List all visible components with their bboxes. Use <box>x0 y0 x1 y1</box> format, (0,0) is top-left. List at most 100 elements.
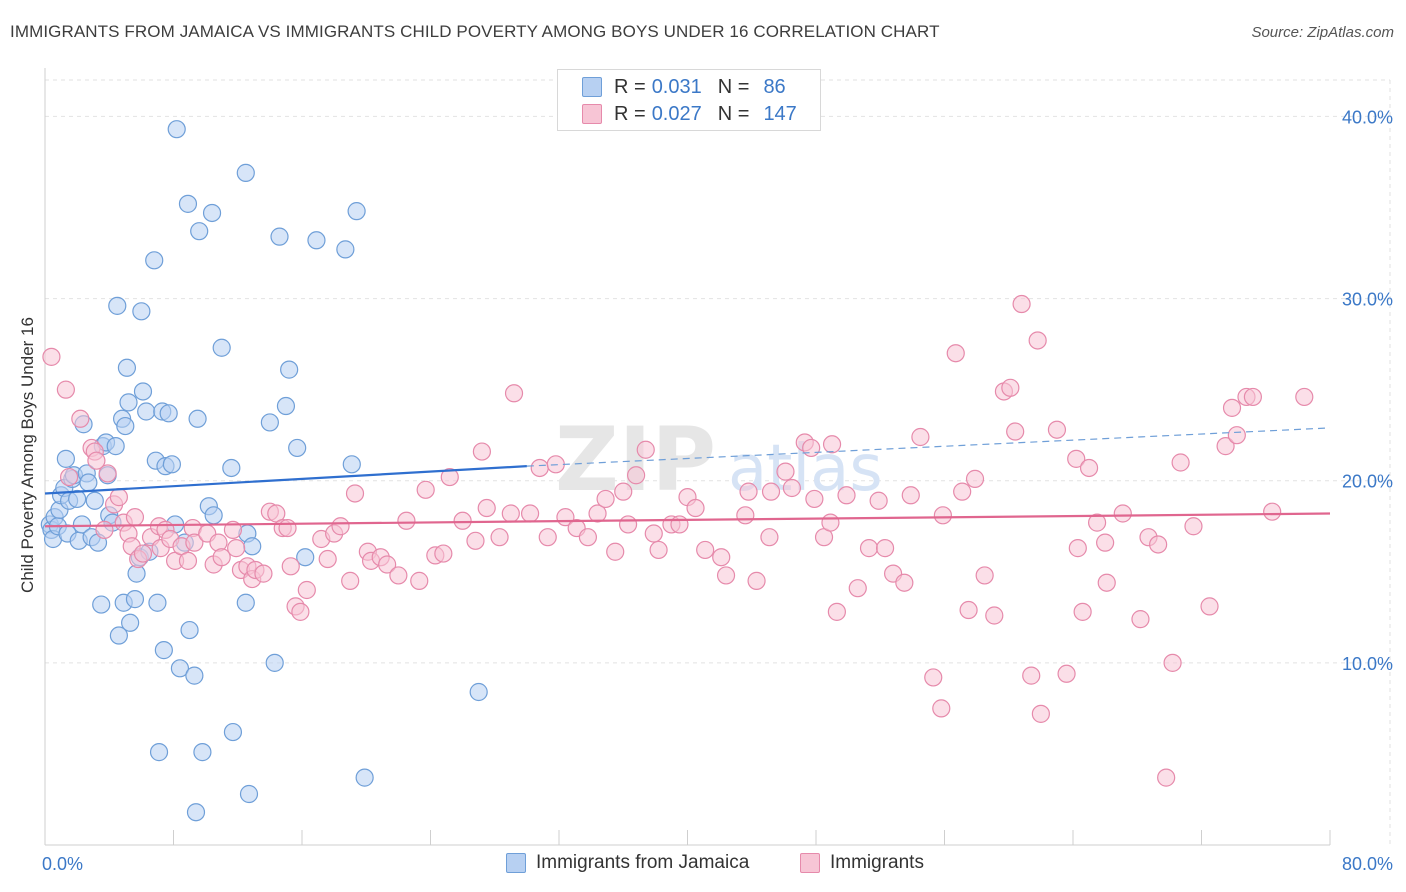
data-point <box>837 486 856 505</box>
data-point <box>501 504 520 523</box>
data-point <box>1149 535 1168 554</box>
legend-row-jamaica: R = 0.031 N = 86 <box>582 75 786 99</box>
data-point <box>1222 398 1242 417</box>
trend-line-immigrants <box>44 512 1331 528</box>
data-point <box>434 544 453 563</box>
data-point <box>453 511 472 530</box>
data-point <box>281 557 300 576</box>
data-point <box>739 482 758 501</box>
y-axis-label: Child Poverty Among Boys Under 16 <box>18 317 37 593</box>
data-point <box>946 344 965 363</box>
data-point <box>148 593 167 612</box>
data-point <box>761 482 781 501</box>
source-label: Source: ZipAtlas.com <box>1251 24 1394 41</box>
data-point <box>520 504 540 523</box>
legend-n-label: N = <box>717 102 750 125</box>
data-point <box>236 163 255 182</box>
data-point <box>859 539 879 558</box>
data-point <box>331 517 350 536</box>
bottom-legend-jamaica[interactable]: Immigrants from Jamaica <box>506 852 749 874</box>
data-point <box>239 784 259 804</box>
data-point <box>716 566 736 585</box>
data-point <box>68 489 87 509</box>
data-point <box>1028 331 1047 350</box>
data-point <box>92 595 111 614</box>
data-point <box>186 803 206 822</box>
data-point <box>953 482 972 501</box>
data-point <box>347 202 366 221</box>
data-point <box>588 504 607 523</box>
data-point <box>614 482 633 501</box>
data-point <box>149 743 169 762</box>
data-point <box>288 438 307 458</box>
data-point <box>649 540 668 560</box>
legend-label-immigrants: Immigrants <box>830 852 924 873</box>
data-point <box>125 508 145 527</box>
data-point <box>1216 437 1235 456</box>
data-point <box>72 515 92 534</box>
data-point <box>440 467 459 487</box>
legend-swatch-immigrants <box>800 853 820 873</box>
data-point <box>109 488 128 507</box>
data-point <box>145 251 164 270</box>
data-point <box>79 473 98 492</box>
data-point <box>596 489 615 509</box>
data-point <box>895 573 914 592</box>
data-point <box>180 620 199 640</box>
data-point <box>933 506 952 525</box>
data-point <box>154 641 173 660</box>
data-point <box>932 699 951 718</box>
data-point <box>696 540 715 560</box>
data-point <box>185 666 204 685</box>
data-point <box>1012 294 1031 314</box>
data-point <box>1087 513 1107 532</box>
data-point <box>307 231 326 250</box>
data-point <box>606 542 625 561</box>
data-point <box>223 722 243 742</box>
data-point <box>782 478 802 498</box>
data-point <box>469 682 488 702</box>
data-point <box>265 653 284 672</box>
data-point <box>159 404 178 423</box>
legend-r-value: 0.027 <box>651 102 702 125</box>
data-point <box>87 451 106 470</box>
legend-swatch-jamaica <box>506 853 526 873</box>
trend-line-jamaica-extended <box>526 427 1331 467</box>
data-point <box>378 555 397 574</box>
legend-swatch-jamaica <box>582 77 602 97</box>
data-point <box>538 528 557 547</box>
data-point <box>822 435 842 454</box>
data-point <box>644 524 663 543</box>
data-point <box>193 743 212 762</box>
data-point <box>133 382 153 401</box>
data-point <box>1068 539 1087 558</box>
data-point <box>116 416 135 436</box>
legend-r-label: R = <box>614 102 646 125</box>
data-point <box>227 539 246 558</box>
data-point <box>108 296 127 315</box>
data-point <box>1184 517 1203 536</box>
data-point <box>188 409 207 428</box>
data-point <box>626 466 646 485</box>
data-point <box>178 551 198 570</box>
data-point <box>117 358 137 377</box>
legend-label-jamaica: Immigrants from Jamaica <box>536 852 750 873</box>
data-point <box>1113 504 1132 523</box>
data-point <box>397 511 416 530</box>
y-tick-label: 40.0% <box>1342 107 1393 127</box>
data-point <box>736 506 755 525</box>
data-point <box>670 515 689 534</box>
data-point <box>204 506 223 525</box>
bottom-legend-immigrants[interactable]: Immigrants <box>800 852 924 874</box>
data-point <box>802 438 821 458</box>
data-point <box>1227 426 1246 445</box>
x-tick-label: 80.0% <box>1342 854 1393 874</box>
data-point <box>805 489 824 509</box>
data-point <box>686 498 705 518</box>
data-point <box>109 626 128 645</box>
data-point <box>959 600 978 620</box>
data-point <box>98 464 117 483</box>
data-point <box>125 590 145 609</box>
data-point <box>355 768 374 787</box>
x-tick-label: 0.0% <box>42 854 83 874</box>
